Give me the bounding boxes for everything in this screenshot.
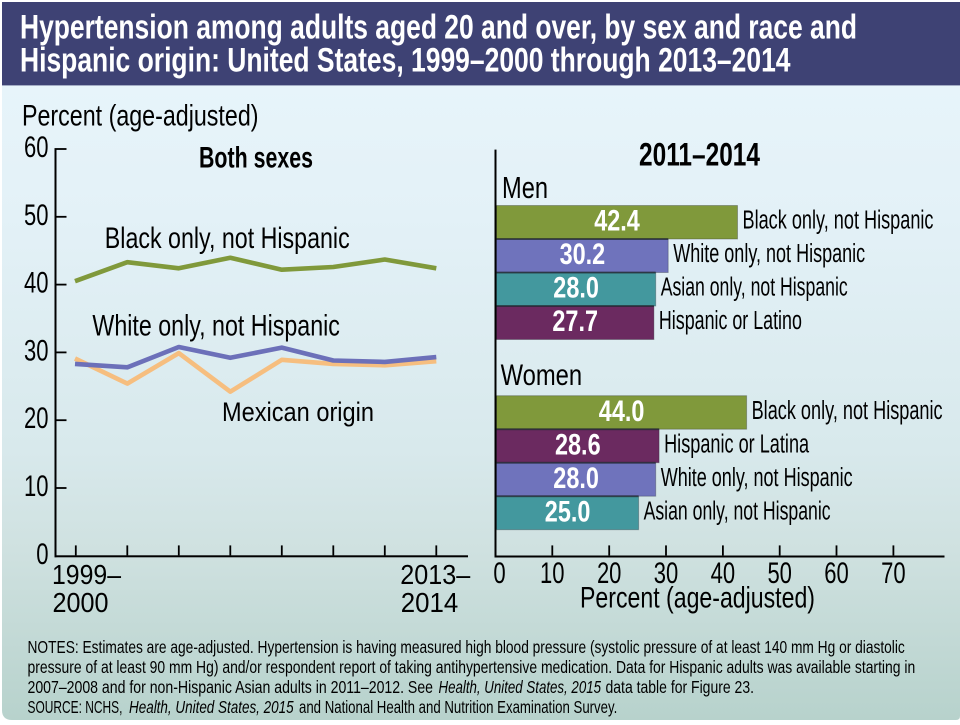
svg-text:42.4: 42.4 xyxy=(594,205,640,238)
svg-text:27.7: 27.7 xyxy=(552,305,598,338)
svg-text:Percent (age-adjusted): Percent (age-adjusted) xyxy=(580,582,815,615)
svg-text:10: 10 xyxy=(540,557,565,590)
svg-text:Both sexes: Both sexes xyxy=(199,142,313,175)
svg-text:44.0: 44.0 xyxy=(599,395,645,428)
svg-text:2007–2008 and for non-Hispanic: 2007–2008 and for non-Hispanic Asian adu… xyxy=(28,677,434,697)
svg-text:Hypertension among adults aged: Hypertension among adults aged 20 and ov… xyxy=(20,9,857,47)
svg-text:0: 0 xyxy=(493,557,505,590)
svg-text:White only, not Hispanic: White only, not Hispanic xyxy=(661,464,853,492)
svg-text:28.6: 28.6 xyxy=(555,428,601,461)
svg-text:40: 40 xyxy=(711,557,736,590)
svg-text:60: 60 xyxy=(24,131,49,164)
svg-text:50: 50 xyxy=(24,199,49,232)
svg-text:40: 40 xyxy=(24,267,49,300)
svg-text:1999–: 1999– xyxy=(52,559,121,590)
svg-text:25.0: 25.0 xyxy=(545,495,591,528)
svg-text:White only, not Hispanic: White only, not Hispanic xyxy=(92,310,340,343)
svg-text:30: 30 xyxy=(654,557,679,590)
svg-text:30.2: 30.2 xyxy=(560,238,606,271)
svg-text:28.0: 28.0 xyxy=(553,462,599,495)
svg-text:50: 50 xyxy=(767,557,792,590)
svg-text:SOURCE: NCHS,: SOURCE: NCHS, xyxy=(28,697,123,717)
svg-text:Men: Men xyxy=(502,170,548,205)
svg-text:Hispanic or Latino: Hispanic or Latino xyxy=(659,307,802,335)
svg-text:White only, not Hispanic: White only, not Hispanic xyxy=(673,240,865,268)
svg-text:Hispanic or Latina: Hispanic or Latina xyxy=(664,431,810,459)
svg-text:Black only, not Hispanic: Black only, not Hispanic xyxy=(752,397,943,425)
svg-text:20: 20 xyxy=(24,402,49,435)
svg-text:Asian only, not Hispanic: Asian only, not Hispanic xyxy=(644,498,831,526)
svg-text:Women: Women xyxy=(501,359,582,392)
svg-text:Health, United States, 2015: Health, United States, 2015 xyxy=(439,677,602,697)
svg-text:2014: 2014 xyxy=(401,587,459,618)
svg-text:30: 30 xyxy=(24,334,49,367)
svg-text:2013–: 2013– xyxy=(400,559,470,590)
svg-text:Mexican origin: Mexican origin xyxy=(222,397,374,427)
svg-text:70: 70 xyxy=(881,557,906,590)
svg-text:NOTES: Estimates are age-adjus: NOTES: Estimates are age-adjusted. Hyper… xyxy=(28,637,906,657)
svg-text:Percent (age-adjusted): Percent (age-adjusted) xyxy=(22,100,259,133)
svg-text:28.0: 28.0 xyxy=(553,272,599,305)
svg-text:2000: 2000 xyxy=(53,587,109,618)
svg-text:10: 10 xyxy=(24,470,49,503)
svg-text:Hispanic origin: United States: Hispanic origin: United States, 1999–200… xyxy=(20,42,791,80)
svg-text:and National Health and Nutrit: and National Health and Nutrition Examin… xyxy=(299,697,617,717)
svg-text:Asian only, not Hispanic: Asian only, not Hispanic xyxy=(661,274,848,302)
svg-text:20: 20 xyxy=(597,557,622,590)
svg-text:Black only, not Hispanic: Black only, not Hispanic xyxy=(105,222,350,255)
svg-text:60: 60 xyxy=(824,557,849,590)
svg-text:0: 0 xyxy=(36,538,48,571)
svg-text:Health, United States, 2015: Health, United States, 2015 xyxy=(129,697,294,717)
svg-text:data table for Figure 23.: data table for Figure 23. xyxy=(606,677,755,697)
svg-text:pressure of at least 90 mm Hg): pressure of at least 90 mm Hg) and/or re… xyxy=(28,657,916,677)
svg-text:2011–2014: 2011–2014 xyxy=(639,137,760,173)
svg-text:Black only, not Hispanic: Black only, not Hispanic xyxy=(743,207,934,235)
